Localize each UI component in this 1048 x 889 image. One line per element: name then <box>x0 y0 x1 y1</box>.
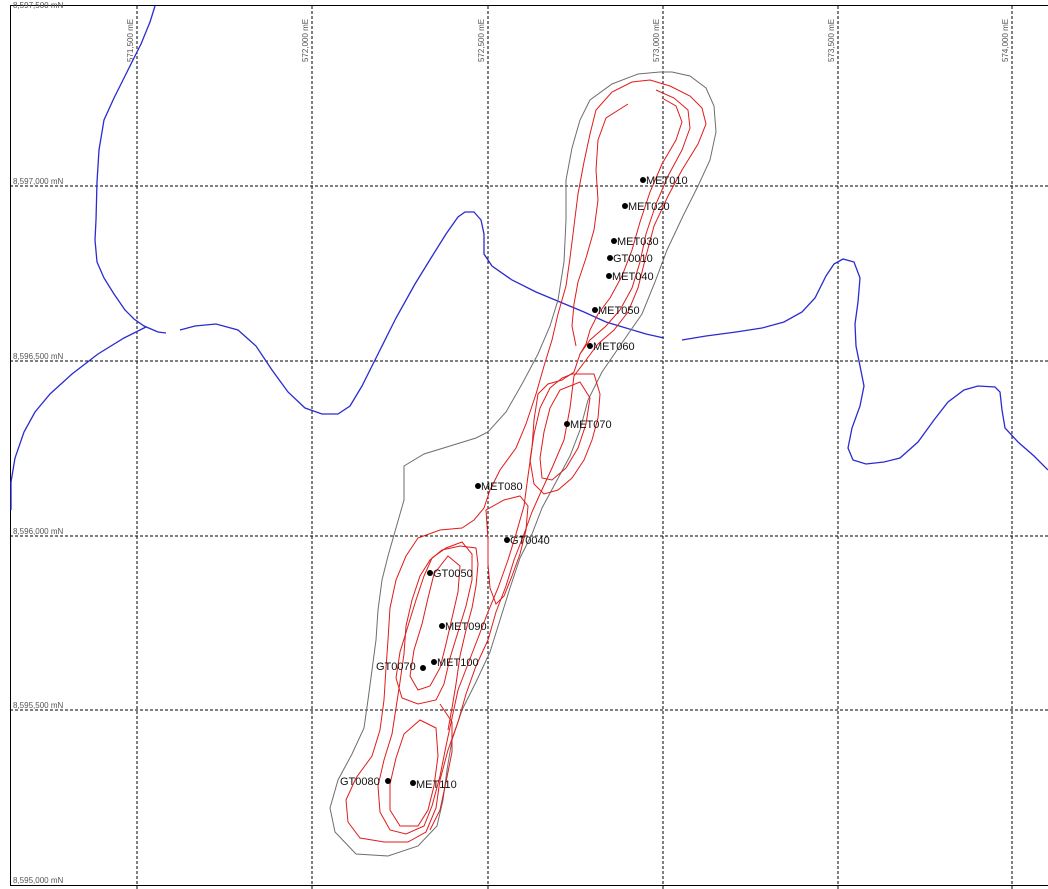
point-label: GT0050 <box>433 568 473 580</box>
point-marker <box>587 343 593 349</box>
river-line <box>10 326 147 510</box>
point-marker <box>622 203 628 209</box>
easting-label: 571,500 mE <box>126 19 135 62</box>
northing-labels: 8,597,500 mN 8,597,000 mN 8,596,500 mN 8… <box>13 1 63 885</box>
northing-label: 8,596,500 mN <box>13 352 63 361</box>
river-line <box>94 5 167 334</box>
point-label: MET060 <box>593 341 635 353</box>
point-marker <box>431 659 437 665</box>
coordinate-grid <box>10 5 1048 889</box>
point-marker <box>420 665 426 671</box>
ore-outline <box>571 103 629 347</box>
ore-outline <box>539 381 591 481</box>
point-marker <box>607 255 613 261</box>
easting-label: 574,000 mE <box>1001 19 1010 62</box>
point-label: MET070 <box>570 419 612 431</box>
point-marker <box>410 780 416 786</box>
sample-point[interactable]: MET020 <box>622 201 670 213</box>
point-label: MET090 <box>445 621 487 633</box>
easting-label: 572,500 mE <box>477 19 486 62</box>
point-label: GT0080 <box>340 776 380 788</box>
ore-outline <box>579 97 683 355</box>
sample-point[interactable]: MET060 <box>587 341 635 353</box>
point-label: MET100 <box>437 657 479 669</box>
sample-point[interactable]: GT0010 <box>607 253 653 265</box>
ore-outline <box>395 541 473 705</box>
sample-point[interactable]: GT0070 <box>376 661 426 673</box>
point-label: MET030 <box>617 236 659 248</box>
sample-point[interactable]: MET030 <box>611 236 659 248</box>
sample-point[interactable]: GT0040 <box>504 535 550 547</box>
sample-point[interactable]: MET040 <box>606 271 654 283</box>
point-marker <box>611 238 617 244</box>
point-marker <box>606 273 612 279</box>
ore-outlines <box>345 79 707 843</box>
sample-point[interactable]: MET010 <box>640 175 688 187</box>
northing-label: 8,595,500 mN <box>13 701 63 710</box>
buffer-envelope <box>329 71 717 857</box>
sample-point[interactable]: MET080 <box>475 481 523 493</box>
point-label: GT0010 <box>613 253 653 265</box>
northing-label: 8,597,000 mN <box>13 177 63 186</box>
ore-outline <box>345 79 707 843</box>
point-marker <box>427 570 433 576</box>
ore-outline <box>377 89 691 835</box>
point-label: MET040 <box>612 271 654 283</box>
northing-label: 8,596,000 mN <box>13 527 63 536</box>
sample-point[interactable]: GT0050 <box>427 568 473 580</box>
river-line <box>681 258 1048 471</box>
ore-outline <box>389 719 439 827</box>
rivers <box>10 5 1048 510</box>
ore-outline <box>529 373 601 495</box>
river-line <box>179 211 665 415</box>
sample-point[interactable]: MET110 <box>410 779 457 791</box>
sample-point[interactable]: MET070 <box>564 419 612 431</box>
ore-outline <box>409 555 461 691</box>
point-marker <box>385 778 391 784</box>
northing-label: 8,595,000 mN <box>13 876 63 885</box>
point-label: GT0070 <box>376 661 416 673</box>
point-label: GT0040 <box>510 535 550 547</box>
sample-point[interactable]: GT0080 <box>340 776 391 788</box>
ore-outline <box>485 495 529 605</box>
point-marker <box>564 421 570 427</box>
point-label: MET080 <box>481 481 523 493</box>
point-marker <box>640 177 646 183</box>
sample-point[interactable]: MET090 <box>439 621 487 633</box>
easting-labels: 571,500 mE 572,000 mE 572,500 mE 573,000… <box>126 19 1010 62</box>
point-marker <box>592 307 598 313</box>
ore-outline <box>429 703 453 831</box>
point-marker <box>504 537 510 543</box>
easting-label: 573,000 mE <box>652 19 661 62</box>
sample-point[interactable]: MET100 <box>431 657 479 669</box>
point-label: MET020 <box>628 201 670 213</box>
point-label: MET010 <box>646 175 688 187</box>
point-label: MET050 <box>598 305 640 317</box>
easting-label: 572,000 mE <box>301 19 310 62</box>
northing-label: 8,597,500 mN <box>13 1 63 10</box>
point-marker <box>475 483 481 489</box>
point-label: MET110 <box>416 779 457 791</box>
easting-label: 573,500 mE <box>827 19 836 62</box>
sample-points: MET010 MET020 MET030 GT0010 MET040 MET05… <box>340 175 688 791</box>
sample-point[interactable]: MET050 <box>592 305 640 317</box>
point-marker <box>439 623 445 629</box>
